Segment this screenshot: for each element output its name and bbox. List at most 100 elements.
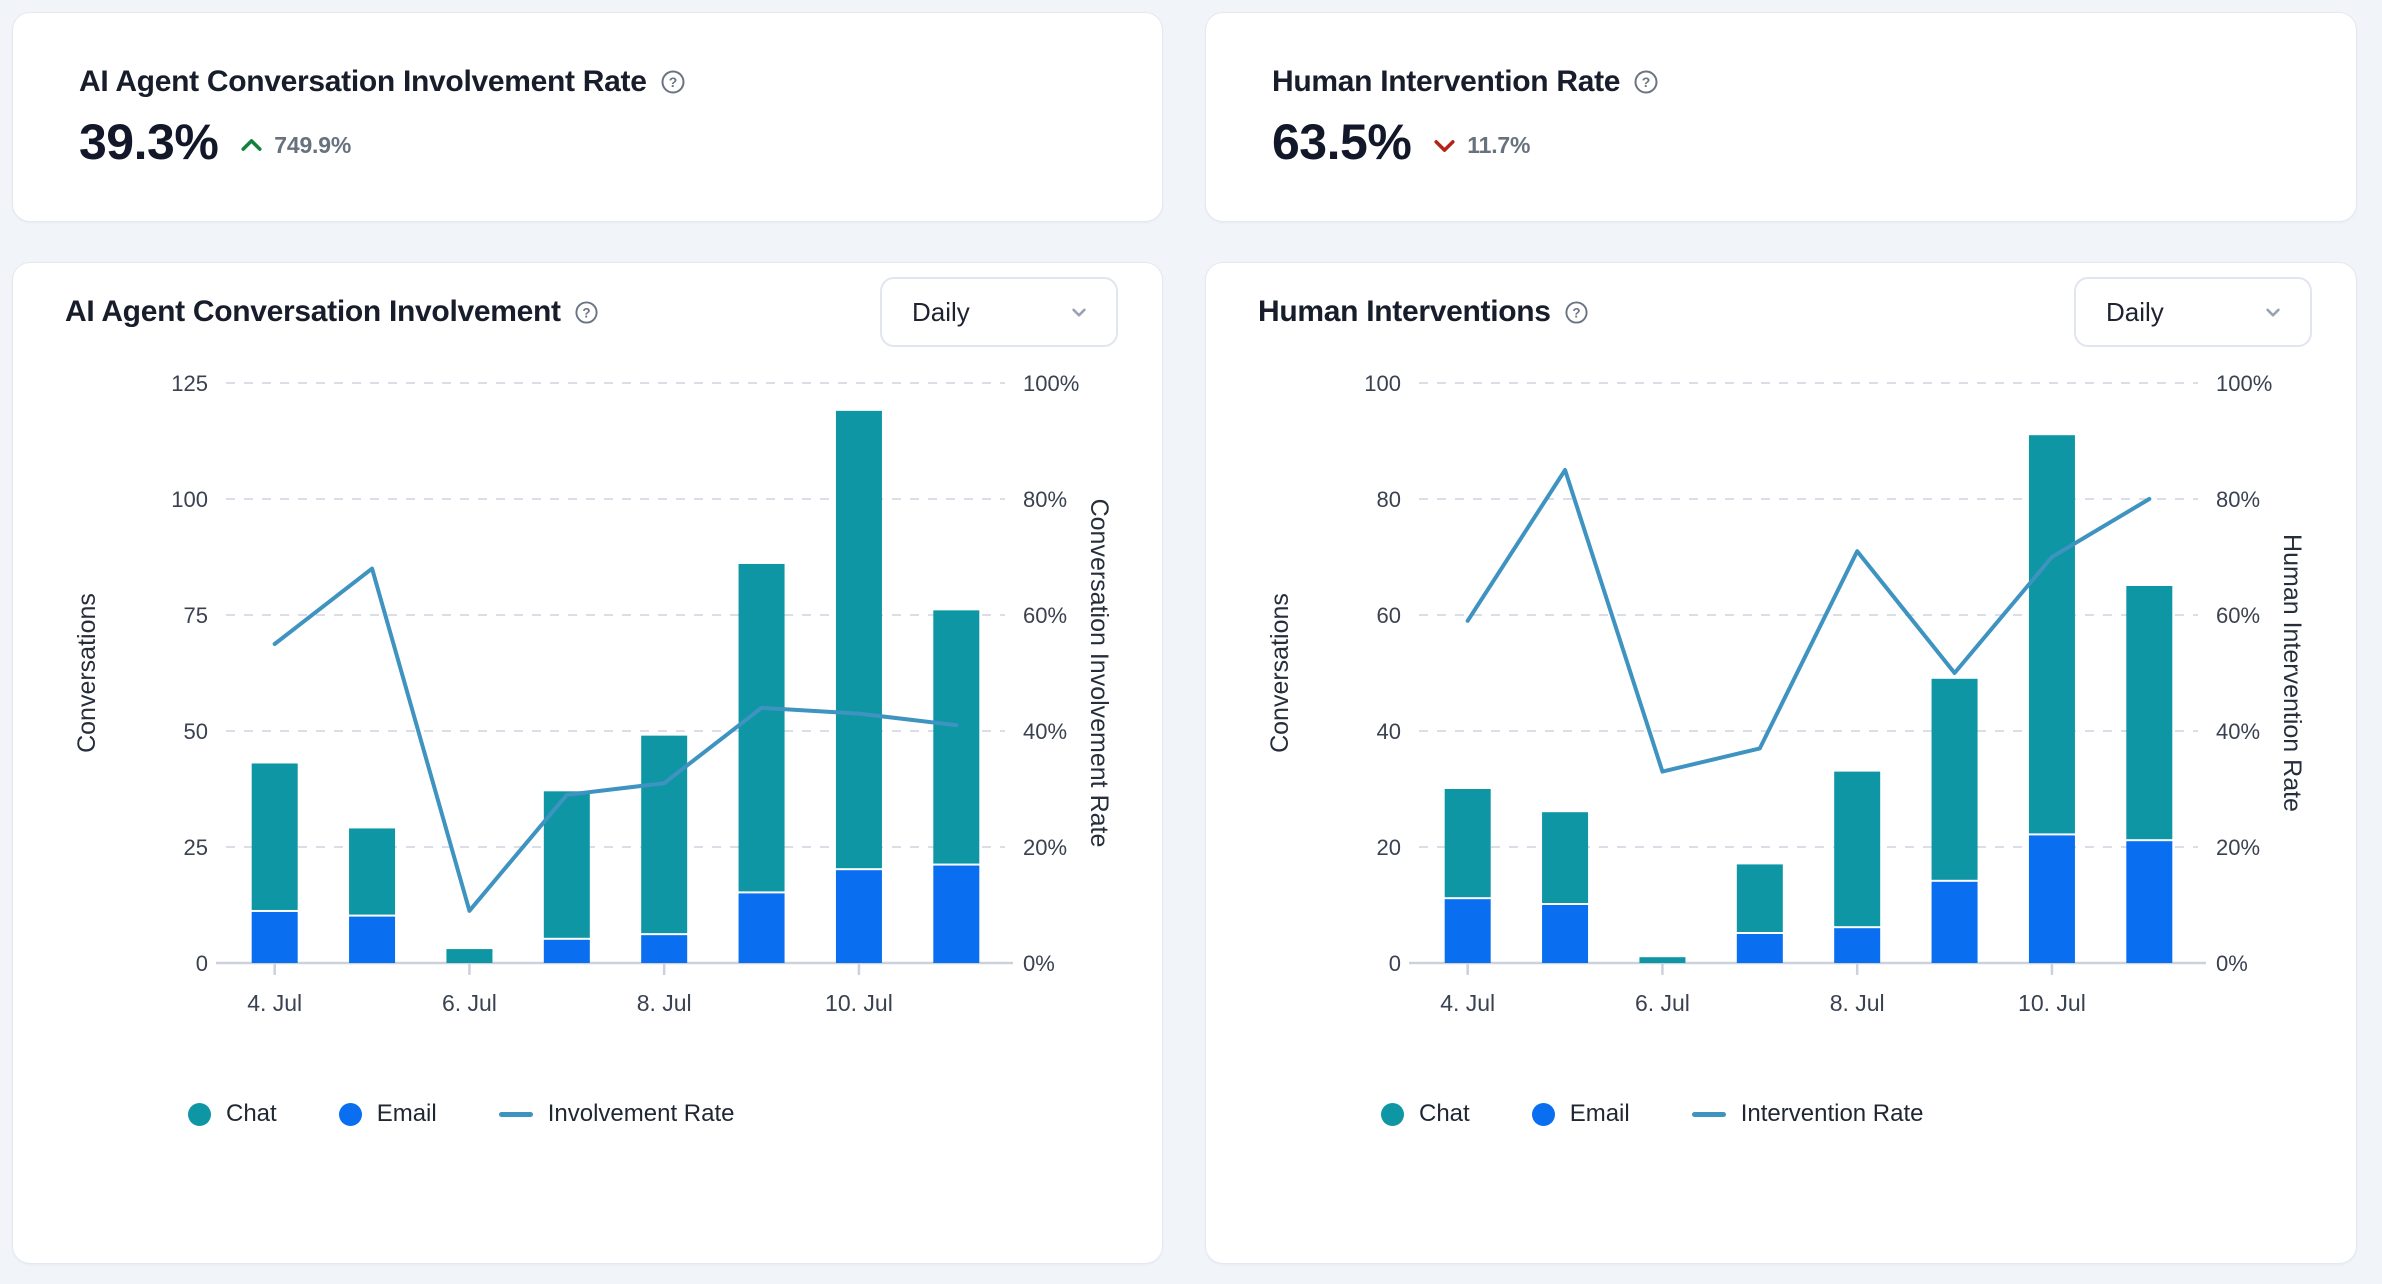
y-axis-left-tick-label: 0	[1389, 951, 1401, 976]
y-axis-left-tick-label: 80	[1377, 487, 1401, 512]
legend-item-email[interactable]: Email	[338, 1100, 437, 1128]
y-axis-left-tick-label: 100	[171, 487, 208, 512]
chart-title: AI Agent Conversation Involvement	[65, 295, 561, 328]
x-axis-tick-label: 6. Jul	[1635, 990, 1690, 1016]
kpi-delta: 11.7%	[1431, 132, 1530, 159]
x-axis-tick-label: 10. Jul	[825, 990, 893, 1016]
period-dropdown-value: Daily	[2106, 296, 2164, 327]
bar-segment-chat[interactable]	[446, 949, 493, 963]
x-axis-tick-label: 8. Jul	[1830, 990, 1885, 1016]
rate-line[interactable]	[272, 566, 959, 913]
bar-segment-email[interactable]	[543, 939, 590, 963]
bar-segment-chat[interactable]	[349, 828, 396, 915]
bar-segment-email[interactable]	[1834, 928, 1881, 963]
bar-segment-email[interactable]	[835, 870, 882, 963]
kpi-delta-value: 11.7%	[1467, 131, 1531, 158]
y-axis-left-tick-label: 125	[171, 371, 208, 396]
kpi-value: 63.5%	[1272, 114, 1412, 170]
x-axis-tick-label: 8. Jul	[637, 990, 692, 1016]
y-axis-left-title: Conversations	[73, 593, 101, 753]
bar-segment-email[interactable]	[641, 935, 688, 963]
y-axis-left-tick-label: 100	[1364, 371, 1401, 396]
legend-item-intervention-rate[interactable]: Intervention Rate	[1691, 1100, 1924, 1128]
y-axis-right-tick-label: 60%	[1023, 603, 1067, 628]
svg-text:?: ?	[582, 305, 590, 320]
rate-line[interactable]	[1465, 468, 2152, 774]
bar-segment-email[interactable]	[349, 916, 396, 963]
y-axis-right-tick-label: 0%	[2216, 951, 2248, 976]
chart-card-human-interventions: Human Interventions ? Daily 0 0% 20 20% 40 40…	[1205, 262, 2357, 1264]
legend-item-chat[interactable]: Chat	[188, 1100, 277, 1128]
legend-dot-icon	[1531, 1102, 1555, 1126]
y-axis-right-tick-label: 40%	[2216, 719, 2260, 744]
bar-segment-chat[interactable]	[2126, 586, 2173, 840]
combo-chart-canvas: 0 0% 20 20% 40 40% 60 60% 80 80% 100 100% 4. Jul 6. J…	[1266, 371, 2306, 1016]
kpi-title: Human Intervention Rate	[1272, 65, 1621, 98]
x-axis-tick-label: 6. Jul	[442, 990, 497, 1016]
bar-segment-chat[interactable]	[933, 610, 980, 864]
chart-legend: Chat Email Involvement Rate	[188, 1100, 1162, 1128]
bar-segment-chat[interactable]	[1834, 771, 1881, 927]
legend-item-chat[interactable]: Chat	[1381, 1100, 1470, 1128]
bar-segment-email[interactable]	[1444, 899, 1491, 963]
bar-segment-email[interactable]	[1736, 934, 1783, 963]
bar-segment-email[interactable]	[2126, 841, 2173, 963]
legend-label: Email	[1569, 1100, 1630, 1127]
y-axis-right-tick-label: 80%	[2216, 487, 2260, 512]
bar-segment-chat[interactable]	[1736, 864, 1783, 932]
y-axis-right-tick-label: 80%	[1023, 487, 1067, 512]
y-axis-right-tick-label: 20%	[1023, 835, 1067, 860]
kpi-value: 39.3%	[79, 114, 219, 170]
legend-label: Chat	[1419, 1100, 1470, 1127]
legend-item-email[interactable]: Email	[1531, 1100, 1630, 1128]
bar-segment-chat[interactable]	[835, 410, 882, 869]
help-icon[interactable]: ?	[1633, 69, 1659, 95]
bar-segment-email[interactable]	[1542, 905, 1589, 963]
legend-dot-icon	[188, 1102, 211, 1126]
help-icon[interactable]: ?	[660, 69, 686, 95]
y-axis-left-tick-label: 75	[184, 603, 208, 628]
kpi-delta: 749.9%	[238, 132, 351, 159]
y-axis-right-tick-label: 0%	[1023, 951, 1055, 976]
bar-segment-chat[interactable]	[738, 563, 785, 892]
y-axis-right-tick-label: 40%	[1023, 719, 1067, 744]
legend-label: Chat	[226, 1100, 277, 1127]
y-axis-right-title: Conversation Involvement Rate	[1085, 499, 1113, 848]
help-icon[interactable]: ?	[1564, 300, 1589, 325]
bar-segment-chat[interactable]	[1542, 812, 1589, 903]
help-icon[interactable]: ?	[574, 300, 599, 325]
legend-label: Intervention Rate	[1740, 1100, 1924, 1127]
legend-item-involvement-rate[interactable]: Involvement Rate	[498, 1100, 735, 1128]
bar-segment-email[interactable]	[933, 865, 980, 963]
bar-segment-chat[interactable]	[2028, 435, 2075, 834]
y-axis-left-tick-label: 0	[196, 951, 208, 976]
x-axis-tick-label: 10. Jul	[2018, 990, 2086, 1016]
kpi-title: AI Agent Conversation Involvement Rate	[79, 65, 647, 98]
y-axis-right-tick-label: 60%	[2216, 603, 2260, 628]
legend-dot-icon	[1381, 1102, 1404, 1126]
bar-segment-chat[interactable]	[641, 735, 688, 934]
bar-segment-chat[interactable]	[1444, 789, 1491, 898]
y-axis-right-tick-label: 20%	[2216, 835, 2260, 860]
bar-segment-email[interactable]	[1931, 881, 1978, 963]
chevron-down-icon	[2266, 308, 2280, 317]
chevron-down-icon	[1072, 308, 1086, 317]
y-axis-left-tick-label: 60	[1377, 603, 1401, 628]
y-axis-right-title: Human Intervention Rate	[2278, 534, 2306, 812]
bar-segment-email[interactable]	[738, 893, 785, 963]
y-axis-left-tick-label: 20	[1377, 835, 1401, 860]
x-axis-tick-label: 4. Jul	[1440, 990, 1495, 1016]
bar-segment-email[interactable]	[251, 911, 298, 963]
bar-segment-chat[interactable]	[1931, 678, 1978, 880]
svg-text:?: ?	[668, 74, 677, 90]
bar-segment-chat[interactable]	[251, 763, 298, 910]
svg-text:?: ?	[1642, 74, 1651, 90]
legend-label: Involvement Rate	[547, 1100, 735, 1127]
period-dropdown[interactable]: Daily	[880, 277, 1118, 347]
y-axis-right-tick-label: 100%	[2216, 371, 2272, 396]
bar-segment-chat[interactable]	[1639, 957, 1686, 963]
y-axis-left-title: Conversations	[1266, 593, 1294, 753]
period-dropdown[interactable]: Daily	[2074, 277, 2312, 347]
bar-segment-email[interactable]	[2028, 835, 2075, 963]
